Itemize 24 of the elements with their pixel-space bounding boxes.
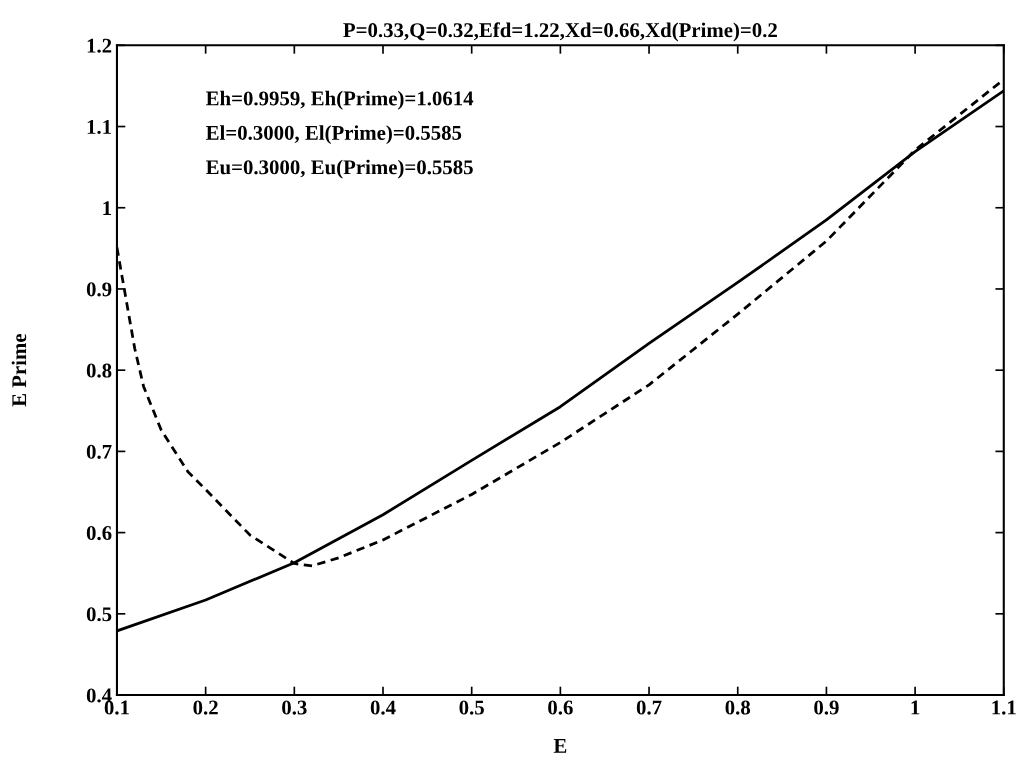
x-axis-title: E — [553, 739, 567, 753]
x-tick-label: 0.7 — [636, 700, 662, 715]
x-tick-label: 0.2 — [193, 700, 218, 715]
y-tick-label: 0.9 — [86, 282, 112, 297]
y-tick-label: 0.5 — [86, 607, 112, 622]
x-tick-label: 0.8 — [725, 700, 751, 715]
chart-title: P=0.33,Q=0.32,Efd=1.22,Xd=0.66,Xd(Prime)=0.2 — [343, 22, 777, 42]
y-axis-title: E Prime — [11, 333, 27, 407]
y-tick-label: 0.8 — [86, 363, 112, 378]
y-tick-label: 0.7 — [86, 444, 112, 459]
x-tick-label: 1 — [911, 700, 920, 715]
x-tick-label: 1.1 — [992, 700, 1016, 715]
x-tick-label: 0.4 — [370, 700, 396, 715]
x-tick-label: 0.9 — [814, 700, 839, 715]
annotation: Eu=0.3000, Eu(Prime)=0.5585 — [205, 159, 473, 179]
x-tick-label: 0.3 — [282, 700, 307, 715]
x-tick-label: 0.5 — [459, 700, 484, 715]
y-tick-label: 1 — [103, 201, 112, 215]
annotation: Eh=0.9959, Eh(Prime)=1.0614 — [205, 90, 474, 110]
y-tick-label: 1.1 — [87, 120, 112, 135]
y-tick-label: 1.2 — [87, 38, 112, 53]
annotation: El=0.3000, El(Prime)=0.5585 — [205, 125, 462, 145]
x-tick-label: 0.6 — [548, 700, 573, 715]
y-tick-label: 0.6 — [86, 525, 112, 541]
